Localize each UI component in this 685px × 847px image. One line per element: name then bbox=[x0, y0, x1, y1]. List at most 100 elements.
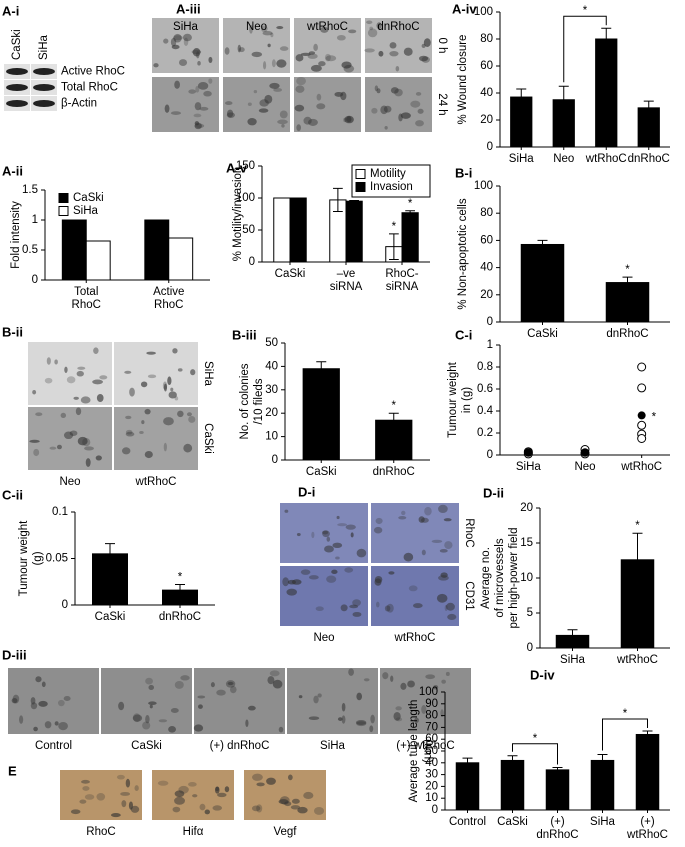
micrograph-cell bbox=[80, 396, 91, 404]
x-tick-label: CaSki bbox=[527, 328, 558, 340]
micrograph-cell bbox=[147, 374, 157, 379]
micrograph-cell bbox=[93, 347, 99, 355]
micrograph-cell bbox=[141, 420, 145, 425]
y-axis-label: Tumour weight bbox=[447, 361, 459, 437]
micrograph-cell bbox=[284, 509, 289, 513]
bar bbox=[273, 197, 291, 263]
y-tick-label: 50 bbox=[265, 337, 278, 349]
y-axis-label: Tumour weight bbox=[18, 520, 30, 596]
micrograph-cell bbox=[366, 20, 373, 25]
micrograph-cell bbox=[35, 676, 42, 683]
micrograph bbox=[365, 77, 432, 132]
micrograph-cell bbox=[12, 694, 20, 704]
micrograph-cell bbox=[132, 714, 143, 722]
micrograph-cell bbox=[326, 575, 337, 583]
micrograph-cell bbox=[186, 412, 192, 417]
micrograph-cell bbox=[341, 702, 346, 712]
error-bar bbox=[349, 200, 359, 203]
y-tick-label: 40 bbox=[425, 757, 438, 769]
micrograph-cell bbox=[337, 523, 348, 527]
micrograph-cell bbox=[256, 782, 265, 787]
micrograph bbox=[365, 18, 432, 73]
legend-label: SiHa bbox=[73, 205, 99, 217]
y-tick-label: 90 bbox=[425, 698, 438, 710]
micrograph-cell bbox=[440, 709, 444, 717]
bar bbox=[520, 243, 565, 323]
row-label: 24 h bbox=[436, 93, 448, 115]
micrograph-cell bbox=[384, 605, 391, 612]
micrograph-cell bbox=[194, 122, 202, 130]
blot-band bbox=[6, 68, 28, 75]
micrograph-cell bbox=[294, 104, 305, 112]
micrograph-cell bbox=[286, 588, 297, 596]
micrograph-cell bbox=[208, 78, 213, 84]
micrograph-cell bbox=[380, 105, 388, 115]
y-tick-label: 60 bbox=[425, 733, 438, 745]
x-tick-label: Active bbox=[153, 286, 184, 298]
micrograph-cell bbox=[92, 379, 103, 385]
micrograph-cell bbox=[413, 603, 423, 609]
micrograph-cell bbox=[245, 719, 249, 727]
micrograph-cell bbox=[183, 443, 193, 453]
bar bbox=[144, 219, 170, 281]
x-tick-label: dnRhoC bbox=[536, 829, 578, 841]
micrograph-cell bbox=[320, 26, 329, 33]
micrograph-cell bbox=[415, 120, 424, 127]
micrograph-cell bbox=[177, 410, 184, 418]
bar bbox=[401, 212, 419, 263]
micrograph-cell bbox=[378, 50, 384, 57]
micrograph-cell bbox=[192, 794, 198, 798]
blot-band bbox=[6, 84, 28, 91]
panel-label: B-i bbox=[455, 166, 472, 181]
micrograph-cell bbox=[418, 55, 429, 62]
micrograph-cell bbox=[393, 712, 401, 721]
micrograph-cell bbox=[343, 117, 347, 123]
micrograph-cell bbox=[308, 716, 320, 720]
bar bbox=[545, 769, 570, 811]
micrograph-cell bbox=[374, 578, 382, 586]
micrograph-cell bbox=[144, 408, 151, 415]
micrograph-cell bbox=[142, 721, 151, 730]
micrograph bbox=[114, 407, 198, 470]
data-point bbox=[637, 383, 647, 393]
micrograph-cell bbox=[262, 61, 267, 70]
micrograph-cell bbox=[444, 541, 453, 550]
micrograph-cell bbox=[367, 28, 378, 38]
bar bbox=[168, 237, 194, 281]
micrograph-cell bbox=[84, 794, 95, 800]
micrograph-cell bbox=[251, 51, 263, 58]
micrograph-cell bbox=[56, 444, 62, 450]
significance-mark: * bbox=[392, 400, 397, 412]
micrograph-cell bbox=[291, 579, 302, 585]
y-tick-label: 10 bbox=[425, 792, 438, 804]
micrograph bbox=[380, 668, 471, 734]
y-axis-label: % Non-apoptotic cells bbox=[457, 198, 469, 309]
micrograph-cell bbox=[300, 569, 311, 575]
micrograph-cell bbox=[197, 60, 201, 66]
micrograph-cell bbox=[198, 704, 203, 709]
micrograph-cell bbox=[111, 813, 121, 818]
micrograph-cell bbox=[203, 90, 212, 97]
column-label: Vegf bbox=[273, 826, 297, 838]
micrograph-cell bbox=[303, 116, 312, 125]
micrograph-cell bbox=[389, 50, 399, 57]
data-point bbox=[637, 420, 647, 430]
significance-mark: * bbox=[392, 221, 397, 233]
micrograph-cell bbox=[438, 575, 449, 581]
row-label: Total RhoC bbox=[61, 82, 118, 94]
data-point bbox=[637, 434, 647, 443]
column-label: Neo bbox=[246, 21, 267, 33]
micrograph-cell bbox=[400, 112, 411, 119]
bar bbox=[500, 759, 525, 811]
x-tick-label: (+) bbox=[550, 816, 565, 828]
y-tick-label: 20 bbox=[425, 780, 438, 792]
panel-label: B-ii bbox=[2, 325, 23, 340]
micrograph-cell bbox=[82, 786, 90, 791]
y-tick-label: 15 bbox=[520, 537, 533, 549]
panel-label: D-i bbox=[298, 485, 315, 500]
micrograph-cell bbox=[44, 721, 52, 729]
y-axis-label: of microvessels bbox=[494, 538, 506, 617]
micrograph-cell bbox=[44, 377, 53, 384]
micrograph-cell bbox=[145, 714, 150, 724]
micrograph-cell bbox=[173, 33, 182, 43]
